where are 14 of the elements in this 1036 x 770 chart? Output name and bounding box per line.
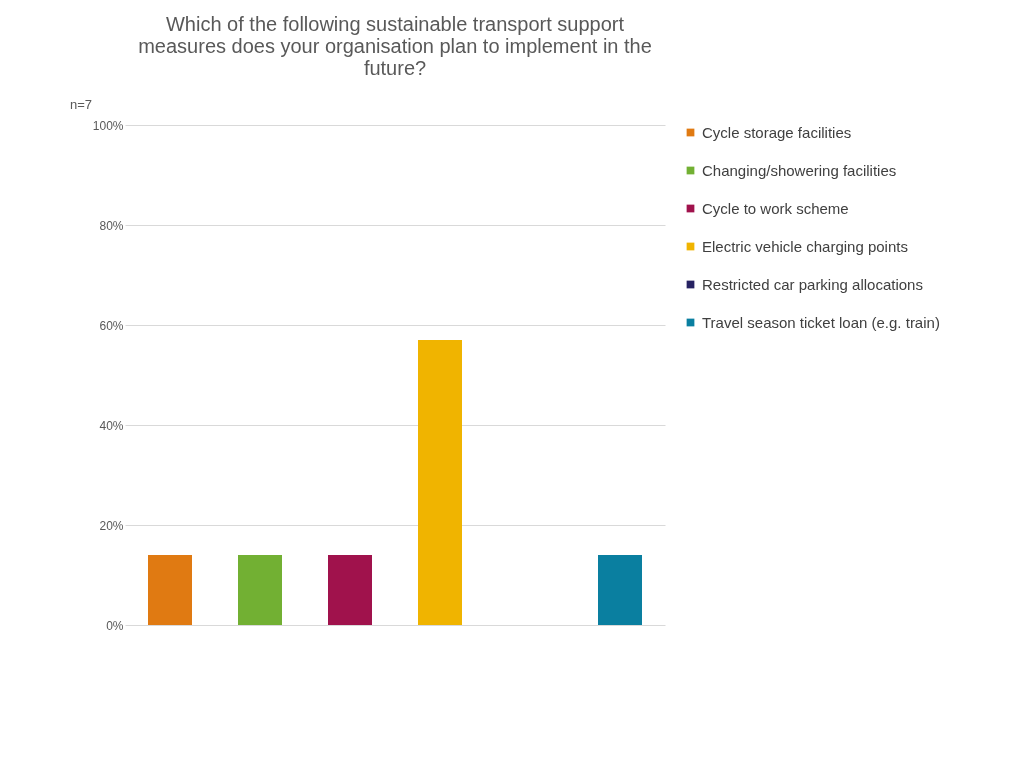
legend-label: Changing/showering facilities	[702, 161, 897, 179]
chart-title: Which of the following sustainable transport support measures does your organisation plan to implement in the future?	[138, 13, 652, 79]
legend-label: Electric vehicle charging points	[702, 237, 908, 255]
legend-label: Cycle to work scheme	[702, 199, 849, 217]
legend-label: Cycle storage facilities	[702, 123, 852, 141]
y-tick-label: 0%	[106, 618, 124, 633]
legend-label: Restricted car parking allocations	[702, 275, 923, 293]
y-tick-label: 60%	[99, 318, 124, 333]
y-tick-label: 80%	[99, 218, 124, 233]
y-tick-label: 100%	[92, 118, 124, 133]
y-tick-label: 20%	[99, 518, 124, 533]
y-tick-label: 40%	[99, 418, 124, 433]
legend-label: Travel season ticket loan (e.g. train)	[702, 313, 940, 331]
text: n=7	[70, 97, 93, 112]
